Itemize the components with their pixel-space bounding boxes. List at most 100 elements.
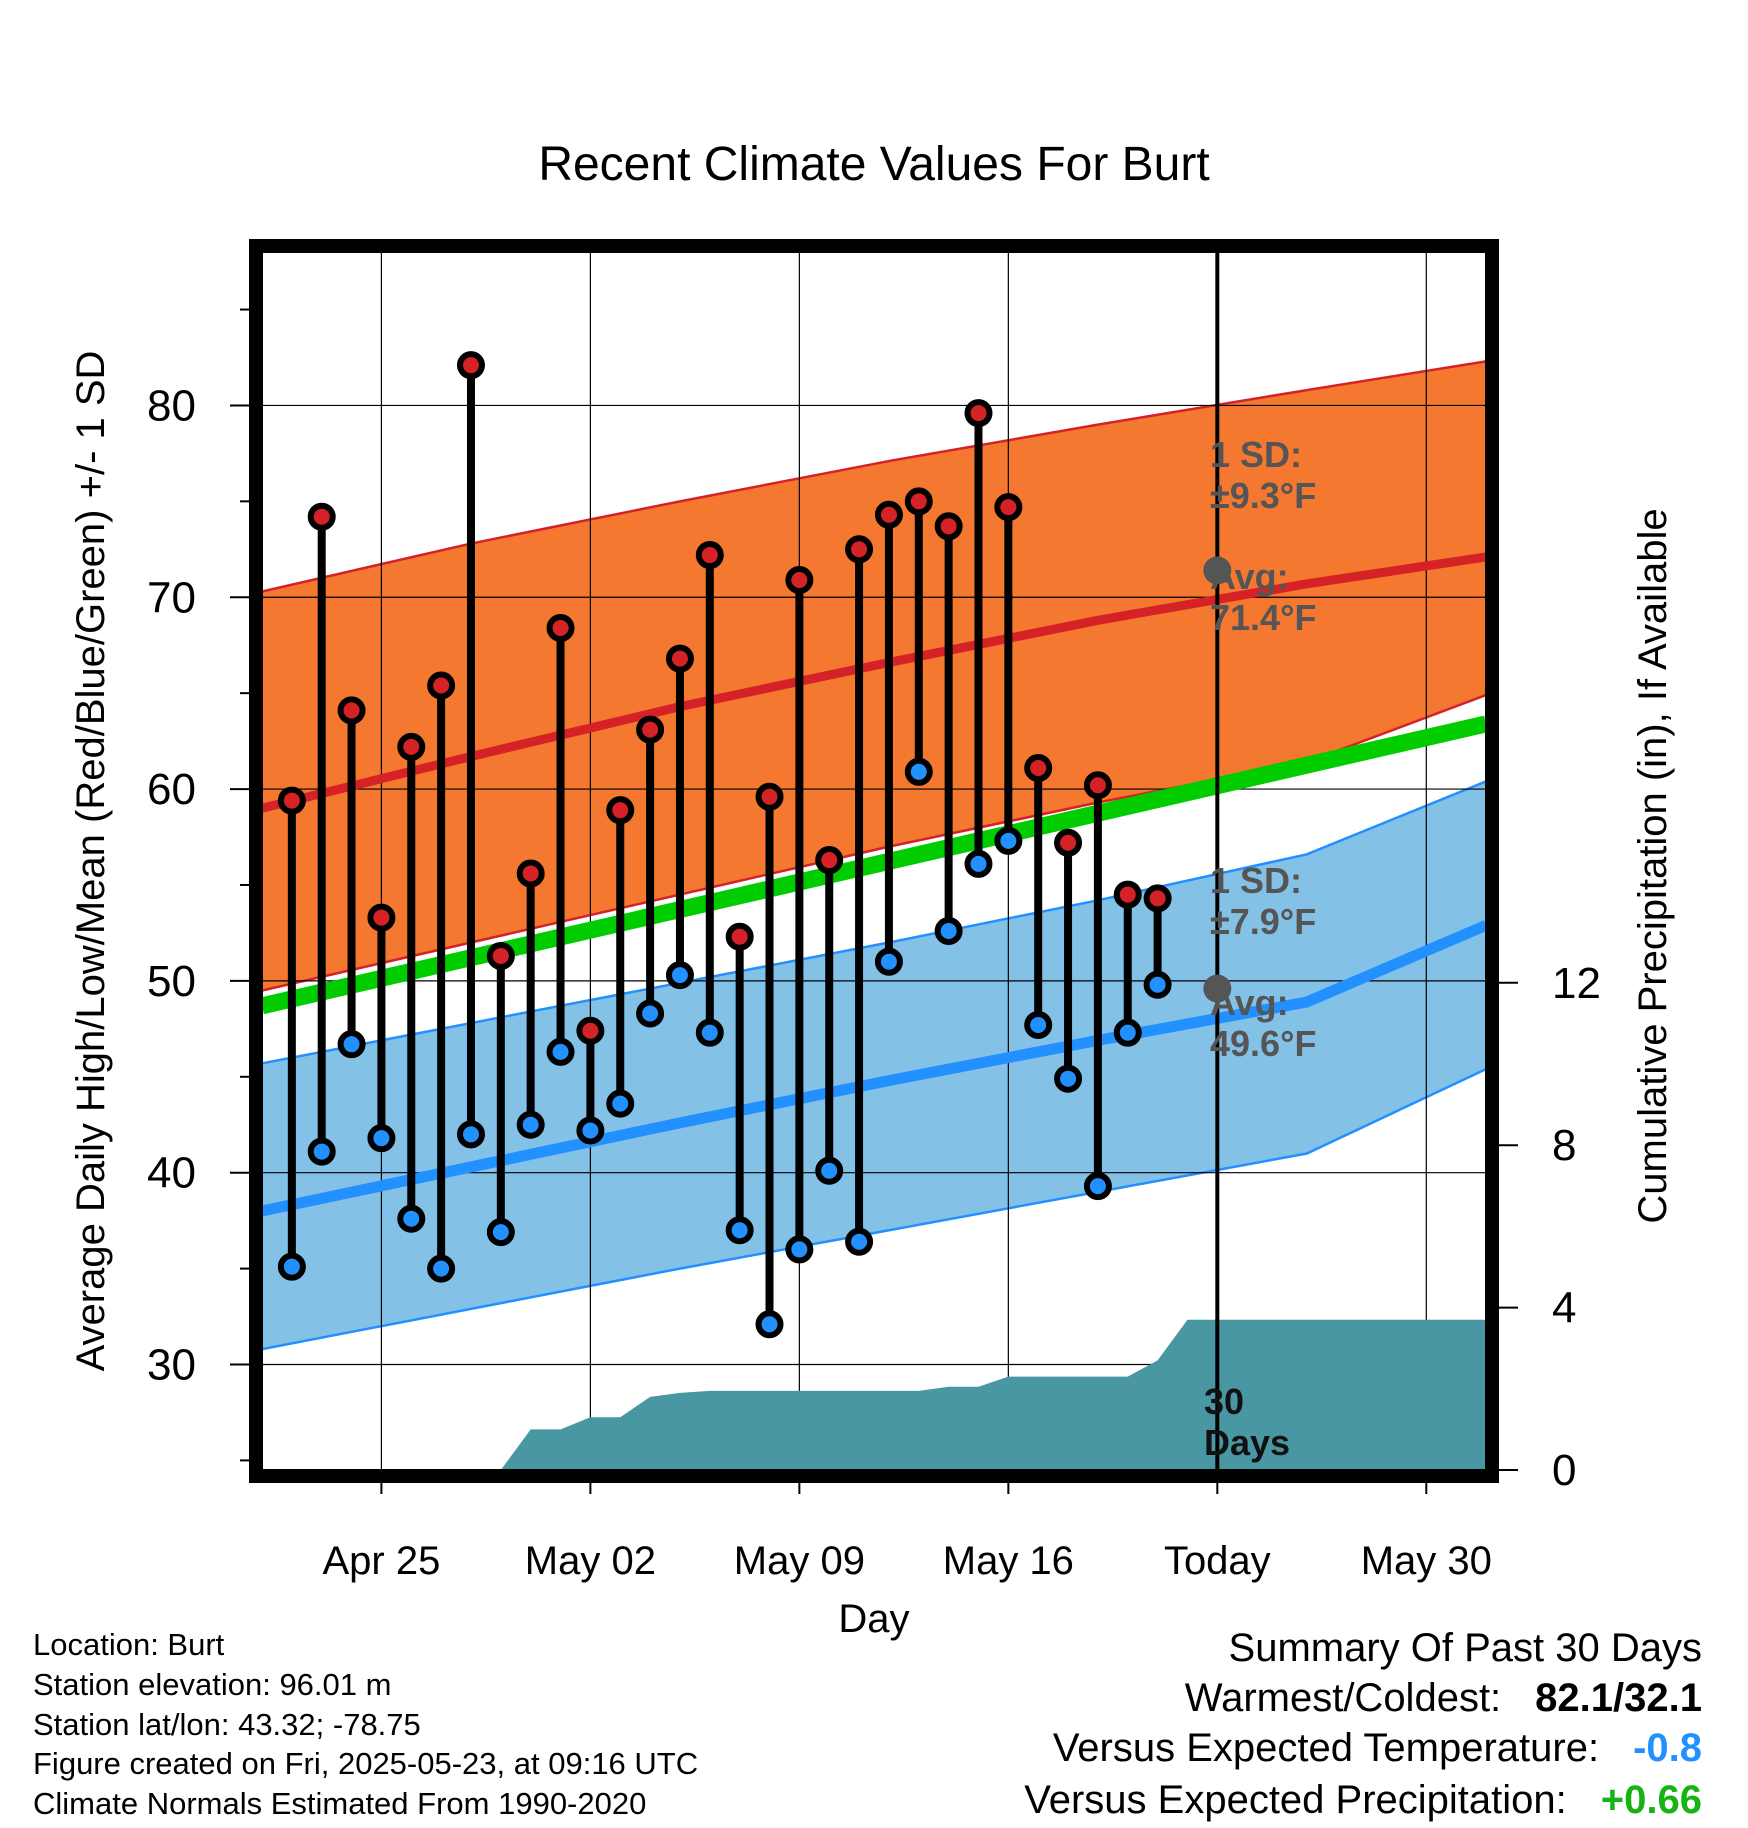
daily-high-point-20 bbox=[874, 500, 903, 529]
high-sd-annotation-1: ±9.3°F bbox=[1210, 475, 1316, 516]
summary-warmest-row: Warmest/Coldest: 82.1/32.1 bbox=[1185, 1676, 1702, 1721]
daily-low-point-14 bbox=[695, 1018, 724, 1047]
daily-high-point-29 bbox=[1143, 884, 1172, 913]
daily-high-point-17 bbox=[785, 565, 814, 594]
daily-low-point-2 bbox=[337, 1030, 366, 1059]
x-tick-label-2: May 09 bbox=[734, 1539, 865, 1583]
summary-precip-value: +0.66 bbox=[1600, 1778, 1702, 1822]
daily-high-point-9 bbox=[546, 613, 575, 642]
daily-low-point-8 bbox=[516, 1110, 545, 1139]
daily-low-point-28 bbox=[1113, 1018, 1142, 1047]
footer-location: Location: Burt bbox=[33, 1627, 225, 1662]
normal-mean-line bbox=[262, 715, 1486, 1015]
y-left-tick-label-1: 40 bbox=[147, 1149, 196, 1198]
daily-low-point-11 bbox=[606, 1089, 635, 1118]
daily-low-point-29 bbox=[1143, 970, 1172, 999]
summary-title: Summary Of Past 30 Days bbox=[1228, 1626, 1702, 1670]
daily-high-point-24 bbox=[994, 493, 1023, 522]
daily-low-point-13 bbox=[665, 961, 694, 990]
y-left-tick-label-2: 50 bbox=[147, 957, 196, 1006]
low-avg-annotation-0: Avg: bbox=[1210, 982, 1289, 1023]
daily-low-point-9 bbox=[546, 1037, 575, 1066]
daily-low-point-10 bbox=[576, 1116, 605, 1145]
daily-high-point-13 bbox=[665, 644, 694, 673]
low-sd-annotation-1: ±7.9°F bbox=[1210, 901, 1316, 942]
daily-high-point-16 bbox=[755, 782, 784, 811]
low-sd-band bbox=[262, 781, 1486, 1350]
daily-low-point-23 bbox=[964, 849, 993, 878]
y-right-tick-label-1: 4 bbox=[1552, 1284, 1576, 1333]
daily-low-point-26 bbox=[1054, 1064, 1083, 1093]
daily-high-point-12 bbox=[636, 715, 665, 744]
y-right-tick-label-0: 0 bbox=[1552, 1446, 1576, 1495]
low-sd-band-lower-edge bbox=[262, 1067, 1486, 1351]
daily-high-point-2 bbox=[337, 696, 366, 725]
daily-low-point-24 bbox=[994, 826, 1023, 855]
daily-low-point-12 bbox=[636, 999, 665, 1028]
today-low-avg-marker bbox=[1203, 974, 1232, 1003]
daily-high-point-28 bbox=[1113, 880, 1142, 909]
footer-elevation: Station elevation: 96.01 m bbox=[33, 1667, 392, 1702]
plot-frame bbox=[249, 239, 1499, 1483]
daily-high-point-3 bbox=[367, 903, 396, 932]
daily-high-point-10 bbox=[576, 1016, 605, 1045]
summary-temp-label: Versus Expected Temperature: bbox=[1052, 1726, 1600, 1770]
summary-warmest-value: 82.1/32.1 bbox=[1535, 1676, 1702, 1720]
x-tick-label-0: Apr 25 bbox=[322, 1539, 440, 1583]
summary-precip-row: Versus Expected Precipitation: +0.66 bbox=[1024, 1778, 1702, 1823]
daily-low-point-4 bbox=[397, 1204, 426, 1233]
daily-low-point-5 bbox=[427, 1254, 456, 1283]
footer-normals: Climate Normals Estimated From 1990-2020 bbox=[33, 1786, 647, 1821]
y-left-tick-label-0: 30 bbox=[147, 1341, 196, 1390]
daily-low-point-0 bbox=[277, 1252, 306, 1281]
daily-low-point-18 bbox=[815, 1156, 844, 1185]
chart-title: Recent Climate Values For Burt bbox=[538, 138, 1209, 191]
low-avg-annotation-1: 49.6°F bbox=[1210, 1023, 1316, 1064]
summary-warmest-label: Warmest/Coldest: bbox=[1184, 1676, 1502, 1720]
y-axis-left-label: Average Daily High/Low/Mean (Red/Blue/Gr… bbox=[69, 351, 113, 1372]
x-tick-label-4: Today bbox=[1164, 1539, 1271, 1583]
daily-low-point-16 bbox=[755, 1310, 784, 1339]
daily-high-point-0 bbox=[277, 786, 306, 815]
x-axis-label: Day bbox=[838, 1597, 909, 1641]
y-left-tick-label-5: 80 bbox=[147, 381, 196, 430]
daily-low-point-25 bbox=[1024, 1010, 1053, 1039]
normal-low-line bbox=[262, 920, 1486, 1217]
high-avg-annotation-0: Avg: bbox=[1210, 556, 1289, 597]
daily-high-point-26 bbox=[1054, 828, 1083, 857]
daily-high-point-15 bbox=[725, 922, 754, 951]
x-tick-label-3: May 16 bbox=[943, 1539, 1074, 1583]
daily-high-point-7 bbox=[486, 941, 515, 970]
y-right-tick-label-2: 8 bbox=[1552, 1121, 1576, 1170]
daily-high-point-4 bbox=[397, 732, 426, 761]
summary-temp-value: -0.8 bbox=[1633, 1726, 1702, 1770]
high-sd-band bbox=[262, 361, 1486, 991]
daily-high-point-18 bbox=[815, 846, 844, 875]
today-high-avg-marker bbox=[1203, 556, 1232, 585]
summary-precip-label: Versus Expected Precipitation: bbox=[1024, 1778, 1567, 1822]
low-sd-annotation-0: 1 SD: bbox=[1210, 860, 1302, 901]
daily-high-point-11 bbox=[606, 796, 635, 825]
daily-low-point-6 bbox=[456, 1120, 485, 1149]
daily-high-point-8 bbox=[516, 859, 545, 888]
daily-high-point-23 bbox=[964, 399, 993, 428]
y-axis-right-label: Cumulative Precipitation (in), If Availa… bbox=[1631, 508, 1675, 1223]
daily-low-point-15 bbox=[725, 1216, 754, 1245]
daily-low-point-19 bbox=[845, 1227, 874, 1256]
daily-high-point-6 bbox=[456, 351, 485, 380]
footer-created: Figure created on Fri, 2025-05-23, at 09… bbox=[33, 1746, 699, 1781]
window-annotation-1: Days bbox=[1204, 1422, 1290, 1463]
daily-low-point-22 bbox=[934, 917, 963, 946]
daily-low-point-3 bbox=[367, 1124, 396, 1153]
daily-high-point-14 bbox=[695, 541, 724, 570]
daily-high-point-25 bbox=[1024, 753, 1053, 782]
daily-high-point-21 bbox=[904, 487, 933, 516]
window-annotation-0: 30 bbox=[1204, 1381, 1244, 1422]
high-avg-annotation-1: 71.4°F bbox=[1210, 597, 1316, 638]
daily-high-point-22 bbox=[934, 512, 963, 541]
daily-high-point-27 bbox=[1083, 771, 1112, 800]
daily-high-point-5 bbox=[427, 671, 456, 700]
daily-low-point-21 bbox=[904, 757, 933, 786]
y-right-tick-label-3: 12 bbox=[1552, 959, 1601, 1008]
